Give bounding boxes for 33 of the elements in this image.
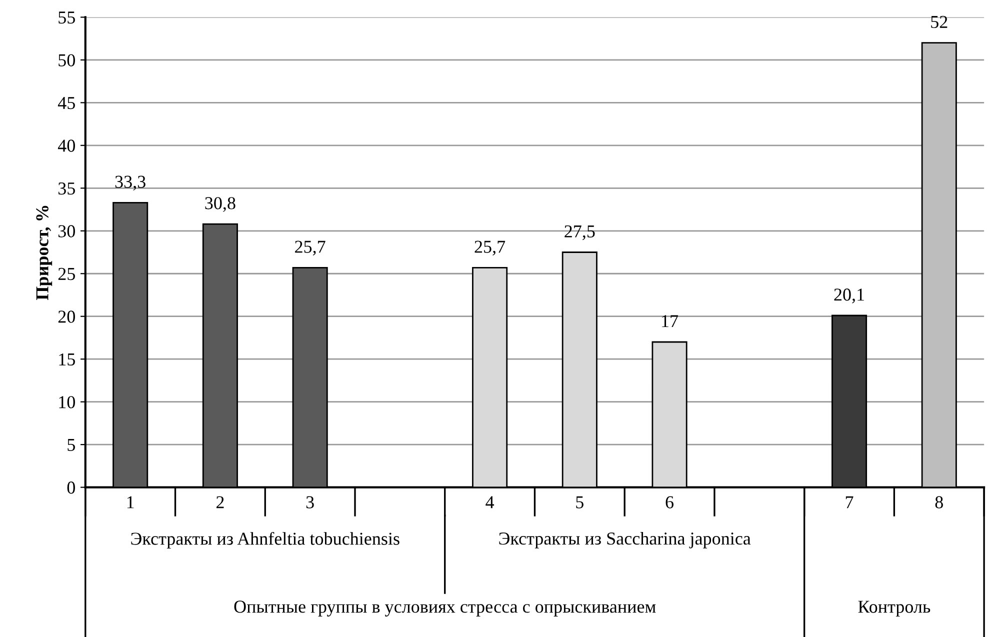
y-tick-label: 40 bbox=[58, 140, 75, 152]
y-tick-label: 20 bbox=[58, 310, 75, 323]
x-tick-label: 2 bbox=[216, 496, 224, 508]
y-axis-title: Прирост, % bbox=[36, 206, 52, 300]
text: Экстракты из Ahnfeltia tobuchiensis bbox=[131, 532, 400, 549]
text: Опытные группы в условиях стресса с опрыскиванием bbox=[234, 600, 656, 617]
y-tick-label: 55 bbox=[58, 12, 75, 24]
y-tick-label: 5 bbox=[68, 439, 75, 452]
text: Экстракты из Saccharina japonica bbox=[499, 532, 751, 548]
data-label: 52 bbox=[931, 16, 948, 28]
y-tick-label: 45 bbox=[58, 97, 75, 110]
x-tick-label: 8 bbox=[935, 496, 943, 508]
data-label: 33,3 bbox=[115, 176, 146, 190]
data-label: 25,7 bbox=[474, 240, 506, 256]
x-tick-label: 6 bbox=[666, 496, 674, 508]
data-label: 25,7 bbox=[295, 240, 326, 256]
y-tick-label: 35 bbox=[58, 182, 75, 195]
data-label: 17 bbox=[662, 315, 678, 328]
y-tick-label: 10 bbox=[59, 396, 75, 408]
y-tick-label: 0 bbox=[67, 482, 75, 494]
x-tick-label: 4 bbox=[486, 496, 494, 508]
x-tick-label: 7 bbox=[846, 496, 854, 508]
y-tick-label: 50 bbox=[58, 54, 75, 66]
y-tick-label: 15 bbox=[59, 353, 75, 366]
x-tick-label: 1 bbox=[127, 496, 134, 508]
text: Контроль bbox=[858, 600, 930, 617]
data-label: 27,5 bbox=[564, 225, 595, 240]
data-label: 30,8 bbox=[205, 197, 236, 212]
y-tick-label: 25 bbox=[58, 268, 75, 280]
x-tick-label: 5 bbox=[576, 496, 584, 508]
x-tick-label: 3 bbox=[306, 496, 314, 508]
y-tick-label: 30 bbox=[58, 225, 75, 238]
data-label: 20,1 bbox=[834, 288, 864, 304]
